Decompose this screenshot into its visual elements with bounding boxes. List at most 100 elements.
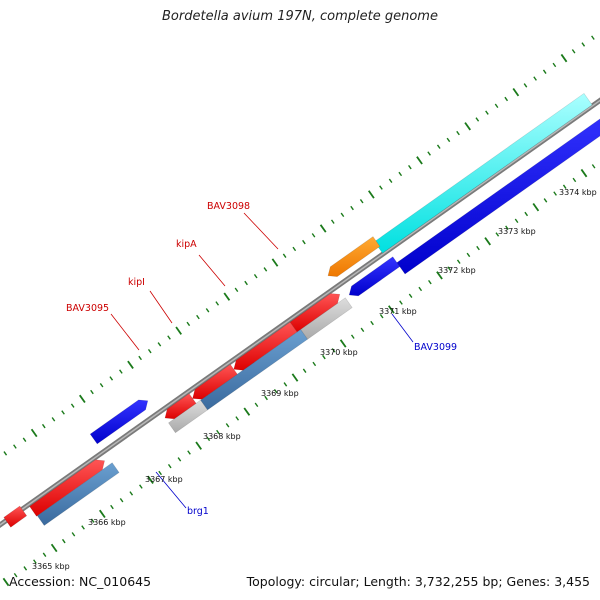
inner-tick bbox=[187, 450, 191, 455]
outer-tick bbox=[271, 258, 279, 267]
outer-tick bbox=[552, 62, 557, 68]
inner-tick bbox=[572, 177, 577, 183]
cds-reverse-feature[interactable] bbox=[3, 505, 28, 528]
inner-tick bbox=[553, 191, 557, 196]
outer-tick bbox=[127, 360, 134, 369]
outer-tick bbox=[167, 335, 171, 340]
outer-tick bbox=[504, 96, 509, 102]
outer-tick bbox=[186, 321, 191, 327]
inner-tick bbox=[273, 388, 278, 394]
cds-cyan-feature[interactable] bbox=[373, 92, 593, 254]
accession-text: Accession: NC_010645 bbox=[9, 574, 152, 589]
scale-label: 3365 kbp bbox=[32, 562, 70, 571]
inner-tick bbox=[399, 300, 403, 305]
outer-tick bbox=[416, 156, 423, 165]
inner-tick bbox=[418, 286, 423, 292]
inner-tick bbox=[195, 441, 203, 450]
gene-label[interactable]: BAV3099 bbox=[414, 342, 457, 353]
outer-tick bbox=[78, 394, 86, 404]
inner-tick bbox=[283, 382, 288, 387]
scale-label: 3371 kbp bbox=[379, 307, 417, 316]
outer-tick bbox=[292, 246, 297, 252]
cds-forward-feature[interactable] bbox=[89, 399, 149, 445]
inner-tick bbox=[264, 395, 268, 401]
inner-tick bbox=[476, 245, 480, 251]
outer-tick bbox=[302, 239, 306, 245]
cds-gray-feature[interactable] bbox=[300, 297, 353, 340]
outer-tick bbox=[175, 326, 183, 335]
outer-tick bbox=[282, 253, 287, 258]
inner-tick bbox=[167, 463, 172, 469]
outer-tick bbox=[494, 103, 499, 109]
outer-tick bbox=[379, 185, 383, 190]
inner-tick bbox=[254, 402, 259, 408]
gene-label[interactable]: BAV3095 bbox=[66, 303, 109, 314]
outer-tick bbox=[368, 190, 375, 199]
cds-orange-feature[interactable] bbox=[327, 236, 381, 277]
outer-tick bbox=[408, 164, 412, 170]
outer-tick-track bbox=[3, 35, 595, 456]
gene-label[interactable]: kipA bbox=[176, 239, 197, 250]
inner-tick bbox=[322, 354, 326, 360]
outer-tick bbox=[464, 122, 472, 131]
inner-tick bbox=[360, 327, 365, 333]
scale-label: 3373 kbp bbox=[498, 227, 536, 236]
cds-forward-feature[interactable] bbox=[396, 110, 600, 275]
outer-tick bbox=[359, 199, 364, 204]
outer-tick bbox=[90, 389, 94, 395]
cds-reverse-feature[interactable] bbox=[289, 293, 341, 333]
outer-tick bbox=[30, 428, 38, 438]
inner-tick bbox=[81, 525, 85, 530]
outer-tick bbox=[436, 144, 441, 149]
cds-steelblue-feature[interactable] bbox=[36, 462, 120, 526]
cds-forward-feature[interactable] bbox=[348, 256, 401, 297]
gene-label[interactable]: BAV3098 bbox=[207, 201, 250, 212]
inner-tick bbox=[388, 305, 395, 314]
inner-tick bbox=[216, 429, 220, 435]
inner-tick bbox=[543, 198, 548, 203]
inner-tick bbox=[580, 168, 588, 178]
outer-tick bbox=[205, 308, 210, 313]
gene-label-group: BAV3098 kipA kipI BAV3095 BAV3099 brg1 bbox=[66, 201, 457, 517]
scale-label: 3366 kbp bbox=[88, 518, 126, 527]
outer-tick bbox=[591, 35, 595, 40]
inner-tick bbox=[129, 491, 134, 496]
cds-reverse-feature[interactable] bbox=[29, 459, 105, 517]
inner-tick bbox=[331, 348, 336, 353]
gene-label[interactable]: kipI bbox=[128, 277, 145, 288]
outer-tick bbox=[542, 69, 547, 74]
outer-tick bbox=[138, 355, 142, 361]
map-title: Bordetella avium 197N, complete genome bbox=[162, 9, 438, 24]
outer-tick bbox=[263, 267, 268, 272]
inner-tick bbox=[428, 279, 432, 285]
inner-tick bbox=[447, 266, 451, 271]
inner-tick bbox=[235, 416, 240, 421]
inner-tick bbox=[42, 552, 47, 557]
inner-tick bbox=[139, 484, 143, 489]
outer-tick bbox=[560, 53, 568, 63]
outer-tick bbox=[311, 233, 316, 238]
outer-tick bbox=[61, 410, 65, 415]
scale-label: 3370 kbp bbox=[320, 348, 358, 357]
outer-tick bbox=[147, 348, 152, 354]
inner-tick bbox=[98, 509, 106, 519]
outer-tick bbox=[446, 137, 451, 143]
inner-tick bbox=[50, 543, 58, 553]
cds-reverse-feature[interactable] bbox=[164, 393, 197, 420]
scale-label-group: 3365 kbp 3366 kbp 3367 kbp 3368 kbp 3369… bbox=[32, 188, 597, 571]
outer-tick bbox=[398, 171, 403, 177]
inner-tick bbox=[562, 184, 567, 189]
cds-reverse-feature[interactable] bbox=[233, 321, 298, 371]
inner-tick bbox=[61, 538, 66, 544]
inner-tick bbox=[456, 259, 461, 264]
outer-tick bbox=[330, 219, 335, 224]
inner-tick-track bbox=[2, 164, 596, 587]
inner-tick bbox=[370, 320, 374, 326]
inner-tick bbox=[177, 457, 182, 462]
inner-tick bbox=[408, 293, 413, 298]
inner-tick bbox=[505, 225, 509, 230]
outer-tick bbox=[427, 151, 431, 156]
cds-reverse-feature[interactable] bbox=[192, 363, 238, 400]
gene-label[interactable]: brg1 bbox=[187, 506, 209, 517]
